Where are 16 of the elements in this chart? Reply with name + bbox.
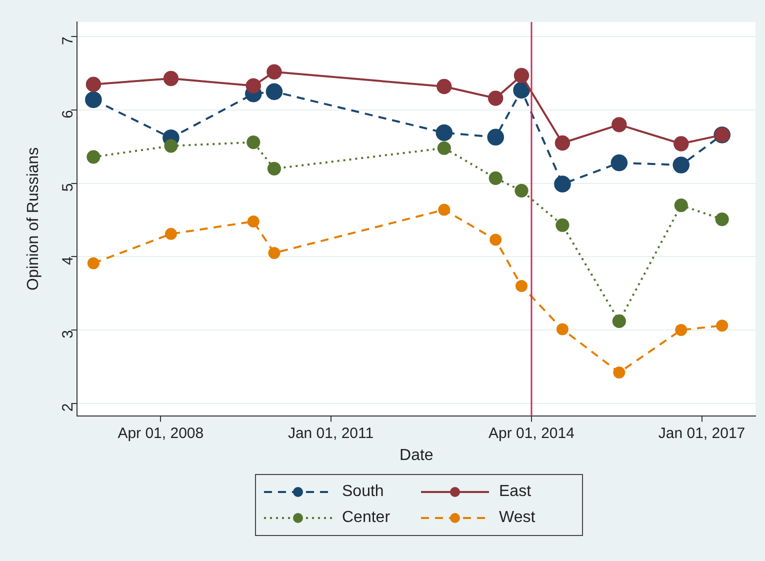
y-tick-label: 6 [59,110,76,118]
y-tick-label: 2 [59,403,76,412]
y-tick-label: 3 [59,330,76,338]
x-tick-label: Jan 01, 2017 [658,424,746,442]
x-axis-title: Date [400,446,434,464]
legend-label: East [499,483,532,501]
y-axis-title: Opinion of Russians [25,147,42,290]
y-tick-label: 5 [59,183,76,192]
legend-label: West [499,509,536,527]
x-tick-label: Apr 01, 2008 [118,424,204,442]
legend-label: Center [342,509,390,527]
x-tick-label: Apr 01, 2014 [488,424,574,442]
y-tick-label: 7 [59,36,76,46]
x-tick-label: Jan 01, 2011 [288,424,374,442]
legend-label: South [342,483,384,501]
y-tick-label: 4 [59,256,76,266]
